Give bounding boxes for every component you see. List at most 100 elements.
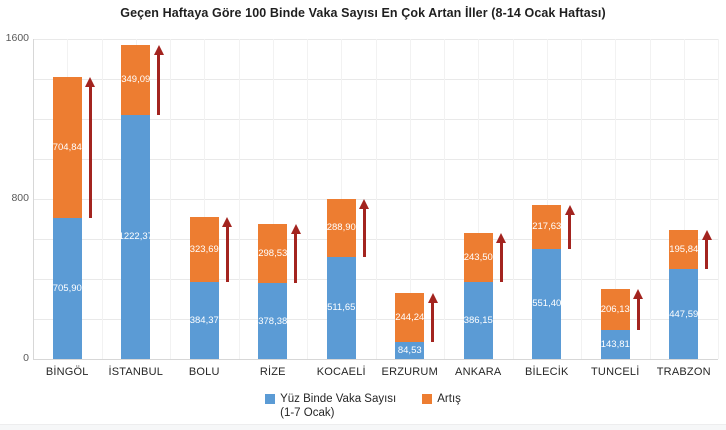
bar-segment-increase: 243,50 <box>464 233 493 282</box>
v-gridline <box>409 39 411 359</box>
legend-label-increase: Artış <box>437 393 461 405</box>
arrow-stem <box>88 86 92 218</box>
y-axis-line <box>33 39 34 359</box>
bar-label-increase: 298,53 <box>258 247 288 259</box>
bar-label-cases: 1222,37 <box>118 231 153 243</box>
legend-item-increase: Artış <box>422 392 461 406</box>
bar-label-cases: 143,81 <box>600 339 630 351</box>
arrow-stem <box>568 215 572 249</box>
increase-arrow <box>85 76 96 218</box>
x-axis-line <box>33 359 718 360</box>
x-axis-label: RİZE <box>259 366 286 378</box>
increase-arrow <box>359 198 370 257</box>
bar-segment-increase: 206,13 <box>600 289 630 331</box>
bar-label-cases: 705,90 <box>52 282 82 294</box>
arrow-stem <box>362 208 366 257</box>
bar-label-increase: 217,63 <box>532 221 562 233</box>
legend-label-cases: Yüz Binde Vaka Sayısı (1-7 Ocak) <box>280 392 396 420</box>
bar-segment-cases: 551,40 <box>532 248 562 359</box>
bar-label-cases: 511,65 <box>327 302 356 314</box>
arrow-stem <box>294 233 298 284</box>
bar-segment-increase: 217,63 <box>532 205 561 249</box>
v-gridline <box>581 39 582 359</box>
v-gridline <box>307 39 308 359</box>
v-gridline <box>272 39 274 359</box>
x-axis-label: BİLECİK <box>524 366 569 378</box>
v-gridline <box>375 39 377 359</box>
v-gridline <box>615 39 617 359</box>
v-gridline <box>649 39 651 359</box>
bar-segment-increase: 288,90 <box>326 198 356 257</box>
y-axis-label: 1600 <box>5 32 29 44</box>
v-gridline <box>444 39 445 359</box>
arrow-stem <box>499 243 503 282</box>
v-gridline <box>683 39 685 359</box>
bar-segment-cases: 386,15 <box>463 281 493 359</box>
bar-segment-cases: 384,37 <box>190 282 219 359</box>
bar-label-increase: 288,90 <box>326 222 356 234</box>
legend-swatch-cases <box>265 394 276 404</box>
bar-segment-cases: 143,81 <box>601 330 630 359</box>
bar-segment-cases: 84,53 <box>395 342 425 359</box>
v-gridline <box>170 39 171 359</box>
increase-arrow <box>427 293 438 343</box>
bar-label-cases: 378,38 <box>258 315 288 327</box>
bar-segment-cases: 511,65 <box>326 256 356 359</box>
arrow-stem <box>225 227 229 283</box>
bar-label-increase: 195,84 <box>669 244 699 256</box>
x-axis-label: TUNCELİ <box>591 366 640 378</box>
y-axis-label: 0 <box>23 352 29 364</box>
bar-segment-increase: 323,69 <box>189 217 219 283</box>
arrow-head-icon <box>222 217 233 228</box>
x-axis-label: ERZURUM <box>381 366 438 378</box>
arrow-stem <box>705 240 709 270</box>
bar-segment-increase: 195,84 <box>669 230 699 270</box>
x-axis-label: ANKARA <box>455 366 502 378</box>
increase-arrow <box>222 217 233 283</box>
arrow-head-icon <box>633 289 644 300</box>
arrow-head-icon <box>427 293 438 304</box>
arrow-head-icon <box>153 44 164 55</box>
plot-area: 705,90 704,84 BİNGÖL 1222,37 349,09 İSTANBUL 3… <box>33 39 719 378</box>
v-gridline <box>204 39 206 359</box>
arrow-stem <box>157 54 161 115</box>
bar-segment-increase: 298,53 <box>258 223 288 284</box>
bar-segment-cases: 705,90 <box>52 217 82 359</box>
legend-item-cases: Yüz Binde Vaka Sayısı (1-7 Ocak) <box>265 392 396 420</box>
bar-label-increase: 206,13 <box>600 304 630 316</box>
v-gridline <box>718 39 719 359</box>
x-axis-label: İSTANBUL <box>108 366 164 378</box>
bar-label-increase: 349,09 <box>121 74 151 86</box>
bar-segment-increase: 349,09 <box>121 44 151 115</box>
bar-label-cases: 84,53 <box>397 345 422 357</box>
arrow-head-icon <box>290 223 301 234</box>
x-axis-label: KOCAELİ <box>316 366 366 378</box>
v-gridline <box>512 39 514 359</box>
arrow-head-icon <box>359 198 370 209</box>
increase-arrow <box>564 205 575 249</box>
bar-segment-cases: 378,38 <box>258 283 287 359</box>
increase-arrow <box>633 289 644 331</box>
v-gridline <box>478 39 480 359</box>
increase-arrow <box>496 233 507 282</box>
bar-label-cases: 551,40 <box>532 298 562 310</box>
bar-label-cases: 386,15 <box>463 314 493 326</box>
y-axis-label: 800 <box>11 192 29 204</box>
arrow-stem <box>636 299 640 331</box>
chart-title: Geçen Haftaya Göre 100 Binde Vaka Sayısı… <box>120 6 606 20</box>
bar-segment-cases: 1222,37 <box>118 114 153 359</box>
bar-label-cases: 384,37 <box>189 315 219 327</box>
increase-arrow <box>701 230 712 270</box>
legend-swatch-increase <box>422 394 433 404</box>
bar-label-increase: 323,69 <box>189 244 219 256</box>
arrow-head-icon <box>496 233 507 244</box>
bar-label-increase: 704,84 <box>52 141 82 153</box>
bar-segment-cases: 447,59 <box>669 269 698 359</box>
bar-segment-increase: 704,84 <box>52 76 82 218</box>
arrow-head-icon <box>85 76 96 87</box>
legend: Yüz Binde Vaka Sayısı (1-7 Ocak) Artış <box>0 392 726 420</box>
arrow-head-icon <box>564 205 575 216</box>
bar-label-cases: 447,59 <box>669 308 699 320</box>
increase-arrow <box>153 44 164 115</box>
